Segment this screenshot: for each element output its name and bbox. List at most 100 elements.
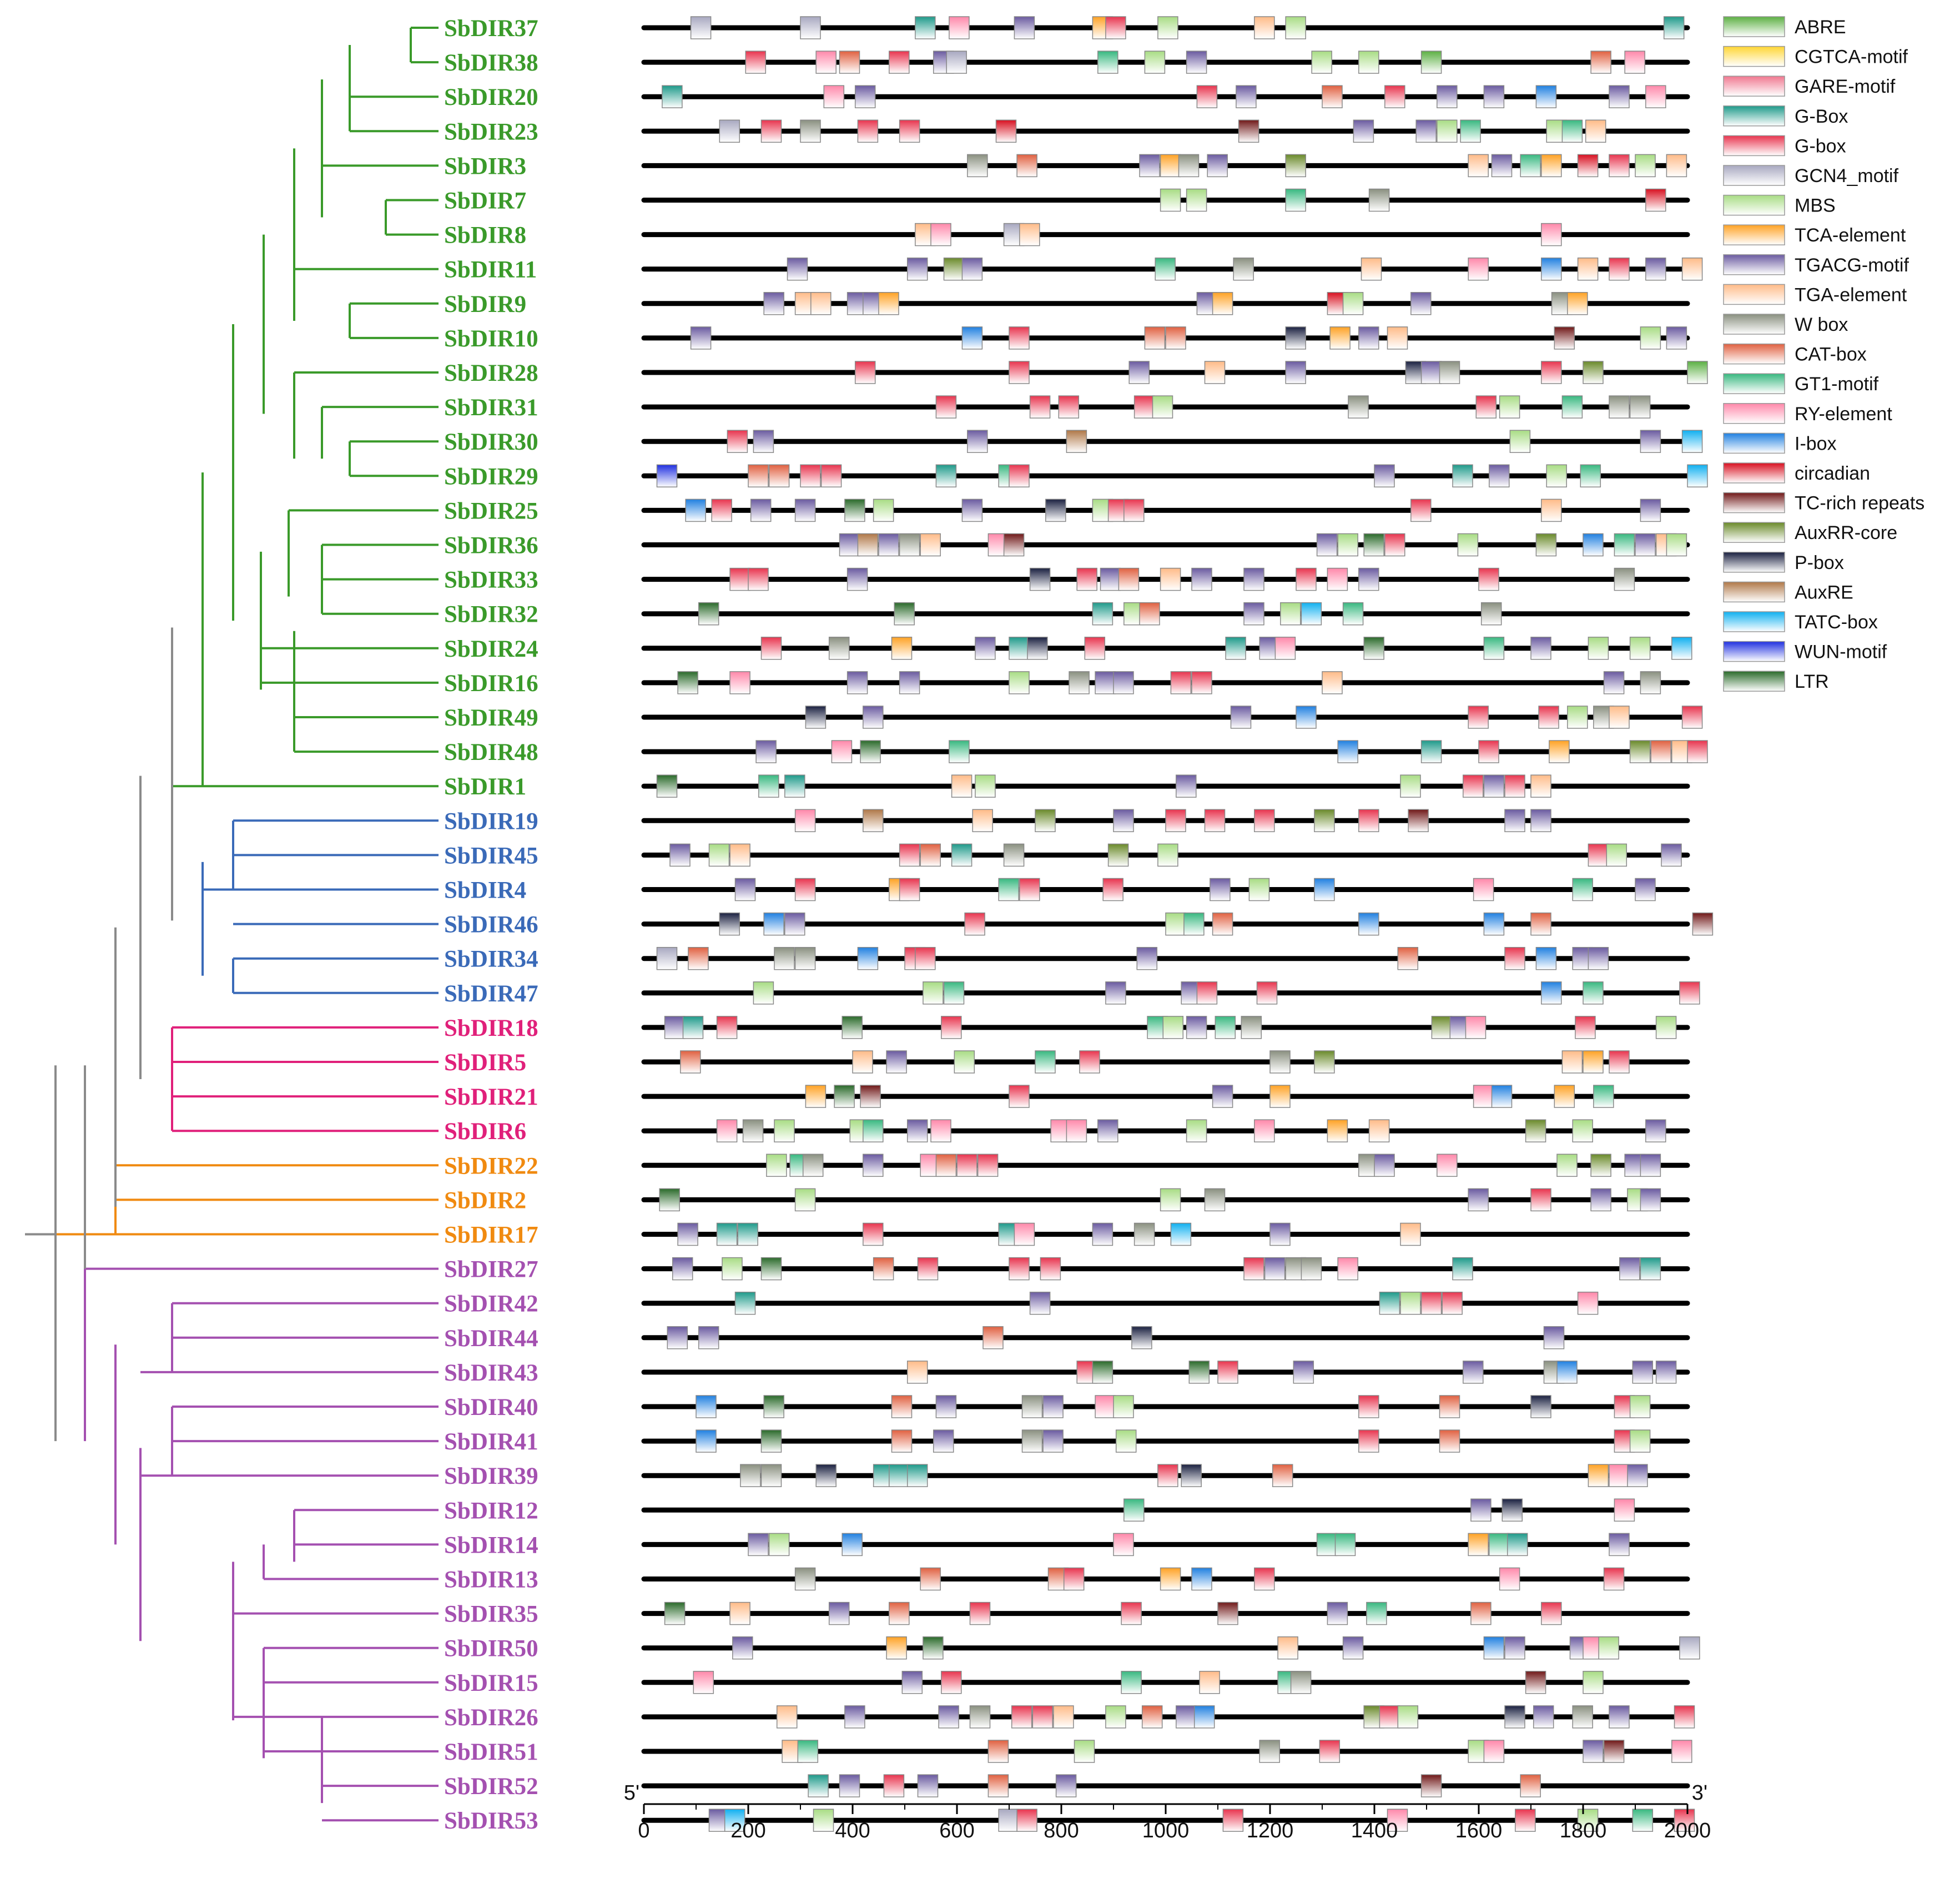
gene-label: SbDIR9 xyxy=(444,291,526,318)
motif-box xyxy=(1160,567,1181,591)
motif-box xyxy=(1442,1291,1463,1315)
motif-box xyxy=(1285,361,1306,384)
motif-box xyxy=(1055,1774,1077,1797)
legend-swatch xyxy=(1723,105,1785,127)
motif-box xyxy=(1084,637,1106,660)
motif-box xyxy=(1614,533,1635,557)
gene-label: SbDIR24 xyxy=(444,636,538,662)
legend-swatch xyxy=(1723,284,1785,305)
motif-box xyxy=(1212,912,1233,936)
motif-box xyxy=(1027,637,1048,660)
gene-label: SbDIR28 xyxy=(444,360,538,386)
promoter-tracks xyxy=(641,16,1714,1832)
motif-box xyxy=(760,637,782,660)
motif-box xyxy=(755,740,777,763)
motif-box xyxy=(1139,602,1160,626)
motif-box xyxy=(1243,602,1264,626)
motif-box xyxy=(1222,1809,1244,1832)
motif-box xyxy=(1543,1326,1565,1349)
motif-box xyxy=(1319,1740,1341,1763)
motif-box xyxy=(967,430,988,453)
motif-box xyxy=(1155,257,1176,281)
motif-box xyxy=(698,602,719,626)
motif-box xyxy=(1577,257,1599,281)
motif-box xyxy=(1624,51,1645,74)
gene-label: SbDIR5 xyxy=(444,1050,526,1076)
motif-box xyxy=(998,878,1019,901)
motif-box xyxy=(915,16,936,39)
motif-box xyxy=(1431,1016,1453,1039)
motif-box xyxy=(1478,740,1499,763)
motif-box xyxy=(1572,878,1593,901)
motif-box xyxy=(719,912,740,936)
legend-swatch xyxy=(1723,75,1785,97)
motif-box xyxy=(1583,361,1604,384)
gene-label: SbDIR52 xyxy=(444,1774,538,1800)
motif-box xyxy=(1629,637,1651,660)
motif-box xyxy=(1285,188,1306,212)
motif-box xyxy=(844,1705,865,1729)
motif-box xyxy=(1661,843,1682,867)
motif-box xyxy=(784,912,805,936)
legend-label: GT1-motif xyxy=(1795,374,1879,395)
gene-label: SbDIR7 xyxy=(444,188,526,214)
motif-box xyxy=(863,706,884,729)
motif-box xyxy=(1437,119,1458,143)
motif-box xyxy=(1567,706,1588,729)
motif-box xyxy=(1504,809,1525,833)
motif-box xyxy=(961,257,983,281)
motif-box xyxy=(1296,706,1317,729)
motif-box xyxy=(1040,1257,1061,1281)
axis-tick-label: 400 xyxy=(835,1819,870,1842)
motif-box xyxy=(722,1257,743,1281)
legend-label: GCN4_motif xyxy=(1795,165,1899,187)
motif-box xyxy=(860,1085,881,1108)
motif-box xyxy=(1645,188,1666,212)
legend-swatch xyxy=(1723,611,1785,632)
motif-box xyxy=(1178,154,1200,178)
motif-box xyxy=(1478,567,1499,591)
motif-box xyxy=(787,257,808,281)
motif-box xyxy=(1186,188,1207,212)
motif-box xyxy=(1681,430,1703,453)
motif-box xyxy=(1348,395,1369,419)
motif-box xyxy=(1366,1601,1387,1625)
motif-box xyxy=(750,498,772,522)
motif-box xyxy=(1042,1395,1064,1418)
motif-box xyxy=(708,843,730,867)
motif-box xyxy=(1144,51,1166,74)
motif-box xyxy=(760,1429,782,1453)
motif-box xyxy=(1076,567,1097,591)
motif-box xyxy=(1353,119,1374,143)
motif-box xyxy=(847,671,868,694)
motif-box xyxy=(899,533,920,557)
motif-box xyxy=(1368,1119,1390,1142)
motif-box xyxy=(906,1464,928,1487)
gene-label: SbDIR40 xyxy=(444,1394,538,1421)
motif-box xyxy=(1457,533,1479,557)
motif-box xyxy=(1079,1050,1100,1074)
motif-box xyxy=(873,498,894,522)
motif-box xyxy=(810,292,832,315)
motif-box xyxy=(1230,706,1252,729)
gene-label: SbDIR18 xyxy=(444,1015,538,1041)
gene-label: SbDIR23 xyxy=(444,119,538,145)
motif-box xyxy=(1019,878,1040,901)
motif-box xyxy=(1238,119,1259,143)
gene-label: SbDIR14 xyxy=(444,1532,538,1558)
motif-box xyxy=(1035,809,1056,833)
motif-box xyxy=(1671,637,1692,660)
motif-box xyxy=(1533,1705,1554,1729)
motif-box xyxy=(669,843,691,867)
motif-box xyxy=(1483,912,1505,936)
motif-box xyxy=(1666,533,1687,557)
motif-box xyxy=(1640,326,1661,350)
motif-box xyxy=(899,878,920,901)
motif-box xyxy=(935,464,957,488)
motif-box xyxy=(1264,1257,1286,1281)
motif-box xyxy=(1420,51,1442,74)
motif-box xyxy=(716,1119,738,1142)
motif-box xyxy=(1259,1740,1280,1763)
motif-box xyxy=(1556,1154,1578,1177)
motif-box xyxy=(1358,1395,1379,1418)
